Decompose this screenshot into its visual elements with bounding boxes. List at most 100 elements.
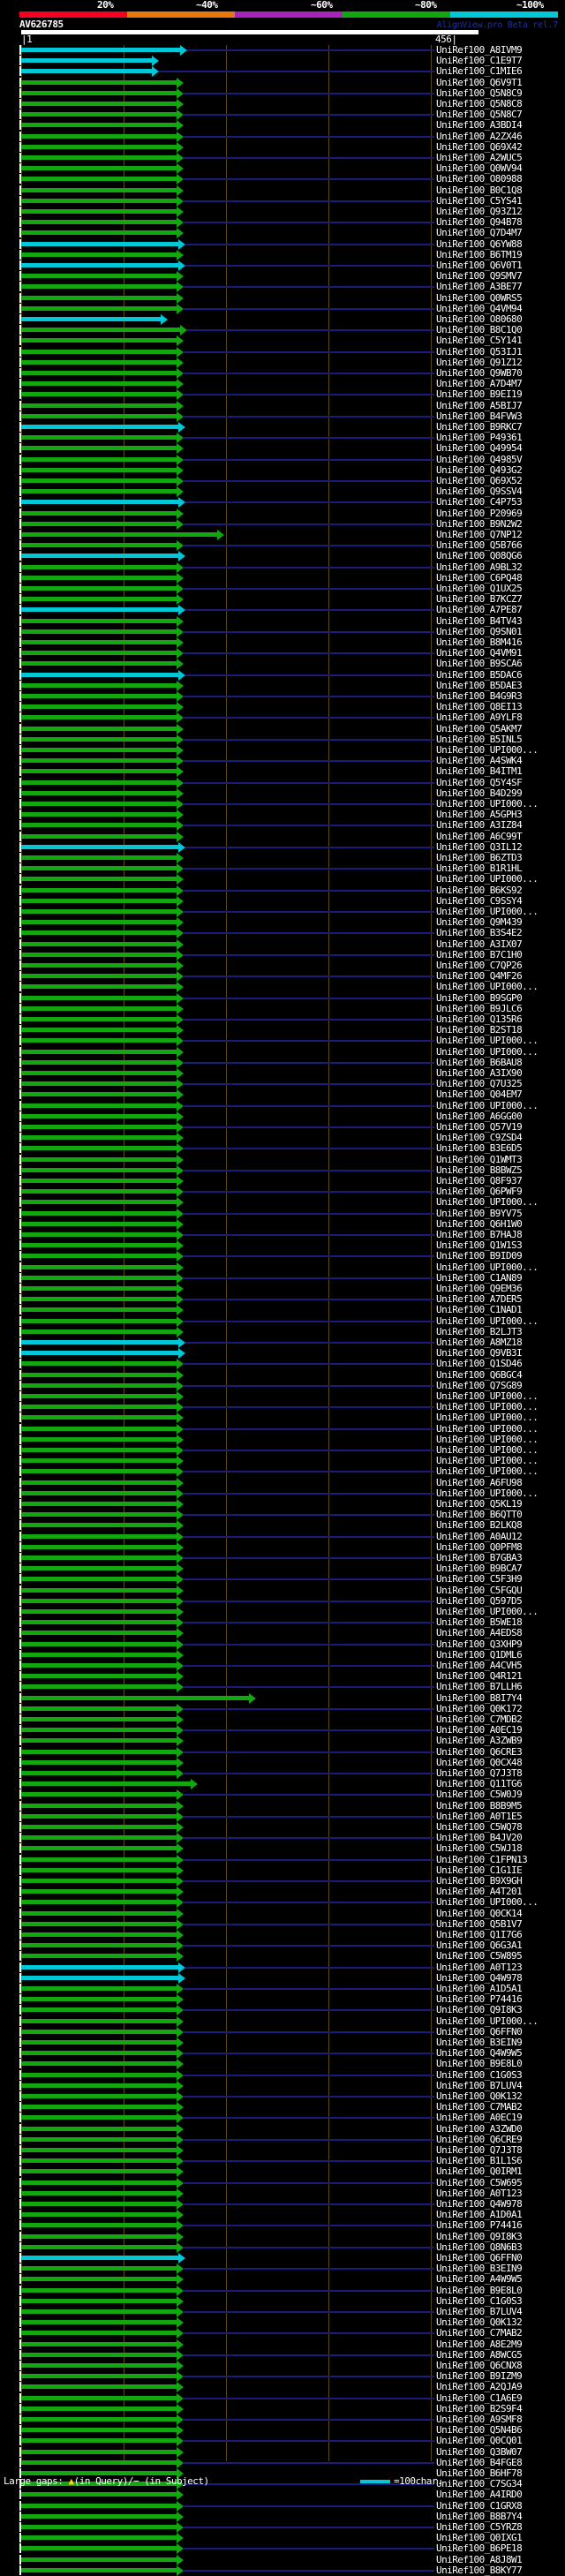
hsp-row[interactable]: UniRef100_Q7J3T8 <box>0 2144 565 2156</box>
hit-label[interactable]: UniRef100_O80988 <box>436 173 523 185</box>
hit-label[interactable]: UniRef100_Q8N6B3 <box>436 2241 523 2253</box>
hsp-row[interactable]: UniRef100_B1R1HL <box>0 862 565 875</box>
hsp-bar[interactable] <box>21 2298 177 2303</box>
hsp-bar[interactable] <box>21 1997 177 2002</box>
hit-label[interactable]: UniRef100_Q5AKM7 <box>436 722 523 734</box>
hit-label[interactable]: UniRef100_A8MZ18 <box>436 1337 523 1348</box>
hsp-row[interactable]: UniRef100_Q11TG6 <box>0 1778 565 1790</box>
hsp-row[interactable]: UniRef100_Q7NP12 <box>0 529 565 540</box>
hsp-row[interactable]: UniRef100_C5W895 <box>0 1950 565 1962</box>
hit-label[interactable]: UniRef100_B5INL5 <box>436 733 523 745</box>
hsp-bar[interactable] <box>21 1307 177 1313</box>
hsp-bar[interactable] <box>21 844 178 849</box>
hit-label[interactable]: UniRef100_Q0WV94 <box>436 162 523 175</box>
hsp-bar[interactable] <box>21 877 177 882</box>
hsp-row[interactable]: UniRef100_B9RKC7 <box>0 421 565 433</box>
hsp-bar[interactable] <box>21 1620 177 1625</box>
hsp-bar[interactable] <box>21 1867 177 1872</box>
hit-label[interactable]: UniRef100_UPI000... <box>436 798 539 810</box>
hsp-row[interactable]: UniRef100_Q91Z12 <box>0 357 565 368</box>
hit-label[interactable]: UniRef100_P74416 <box>436 2219 523 2232</box>
hit-label[interactable]: UniRef100_C5WQ78 <box>436 1821 523 1833</box>
hsp-bar[interactable] <box>21 2471 177 2475</box>
hsp-row[interactable]: UniRef100_UPI000... <box>0 1035 565 1047</box>
hsp-row[interactable]: UniRef100_B8I7Y4 <box>0 1692 565 1704</box>
hsp-row[interactable]: UniRef100_B7C1H0 <box>0 949 565 960</box>
hit-label[interactable]: UniRef100_Q9I8K3 <box>436 2230 523 2242</box>
hsp-row[interactable]: UniRef100_Q1WMT3 <box>0 1154 565 1165</box>
hit-label[interactable]: UniRef100_Q0K132 <box>436 2090 523 2102</box>
hit-label[interactable]: UniRef100_C6PQ48 <box>436 571 523 584</box>
hsp-bar[interactable] <box>21 1275 177 1280</box>
hit-label[interactable]: UniRef100_B4D299 <box>436 787 523 799</box>
hsp-bar[interactable] <box>21 2115 177 2120</box>
hsp-row[interactable]: UniRef100_UPI000... <box>0 744 565 756</box>
hsp-row[interactable]: UniRef100_A0EC19 <box>0 1724 565 1736</box>
hsp-row[interactable]: UniRef100_B9JLC6 <box>0 1003 565 1014</box>
hsp-bar[interactable] <box>21 758 177 764</box>
hit-label[interactable]: UniRef100_Q6CRE9 <box>436 2133 523 2145</box>
hsp-bar[interactable] <box>21 1555 177 1560</box>
hsp-bar[interactable] <box>21 187 177 192</box>
hsp-row[interactable]: UniRef100_A3IZ84 <box>0 819 565 832</box>
hsp-row[interactable]: UniRef100_A8J8W1 <box>0 2554 565 2565</box>
hit-label[interactable]: UniRef100_B5WE18 <box>436 1616 523 1629</box>
hit-label[interactable]: UniRef100_UPI000... <box>436 1455 539 1467</box>
hit-label[interactable]: UniRef100_Q0CQ01 <box>436 2435 523 2447</box>
hsp-row[interactable]: UniRef100_UPI000... <box>0 1196 565 1209</box>
hit-label[interactable]: UniRef100_Q4VM94 <box>436 302 523 314</box>
hit-label[interactable]: UniRef100_C1GRX8 <box>436 2499 523 2512</box>
hsp-bar[interactable] <box>21 123 177 128</box>
hsp-bar[interactable] <box>21 1631 177 1636</box>
hsp-row[interactable]: UniRef100_A8WCG5 <box>0 2349 565 2361</box>
hit-label[interactable]: UniRef100_B9ID09 <box>436 1250 523 1262</box>
hsp-row[interactable]: UniRef100_A4CVH5 <box>0 1660 565 1671</box>
hsp-row[interactable]: UniRef100_A4EDS8 <box>0 1627 565 1639</box>
hsp-bar[interactable] <box>21 1523 177 1528</box>
hit-label[interactable]: UniRef100_C9ZSD4 <box>436 1132 523 1144</box>
hsp-bar[interactable] <box>21 467 177 472</box>
hsp-row[interactable]: UniRef100_A1D0A1 <box>0 2209 565 2221</box>
hsp-bar[interactable] <box>21 1318 177 1323</box>
hsp-bar[interactable] <box>21 1081 177 1087</box>
hsp-row[interactable]: UniRef100_C1MIE6 <box>0 65 565 78</box>
hsp-bar[interactable] <box>21 1717 177 1721</box>
hsp-row[interactable]: UniRef100_Q5N8C8 <box>0 98 565 109</box>
hsp-bar[interactable] <box>21 2374 177 2379</box>
hsp-row[interactable]: UniRef100_Q7J3T8 <box>0 1767 565 1779</box>
hsp-row[interactable]: UniRef100_Q5N8C9 <box>0 87 565 99</box>
hit-label[interactable]: UniRef100_B9N2W2 <box>436 517 523 530</box>
hsp-bar[interactable] <box>21 769 177 774</box>
hit-label[interactable]: UniRef100_B6BAU8 <box>436 1056 523 1068</box>
hsp-row[interactable]: UniRef100_Q94B78 <box>0 216 565 229</box>
hsp-bar[interactable] <box>21 1156 177 1162</box>
hit-label[interactable]: UniRef100_A7DER5 <box>436 1293 523 1306</box>
hsp-row[interactable]: UniRef100_UPI000... <box>0 1434 565 1445</box>
hit-label[interactable]: UniRef100_A3ZWB9 <box>436 1735 523 1747</box>
hit-label[interactable]: UniRef100_A0EC19 <box>436 1724 523 1736</box>
hsp-bar[interactable] <box>21 133 177 139</box>
hit-label[interactable]: UniRef100_A4W9W5 <box>436 2273 523 2286</box>
hsp-row[interactable]: UniRef100_Q597D5 <box>0 1595 565 1607</box>
hsp-bar[interactable] <box>21 2018 177 2023</box>
hsp-bar[interactable] <box>21 1954 177 1959</box>
hit-label[interactable]: UniRef100_Q49954 <box>436 442 523 455</box>
hit-label[interactable]: UniRef100_A7D4M7 <box>436 378 523 390</box>
hsp-bar[interactable] <box>21 2459 177 2465</box>
hsp-row[interactable]: UniRef100_UPI000... <box>0 1046 565 1058</box>
hit-label[interactable]: UniRef100_C4P753 <box>436 496 523 508</box>
hit-label[interactable]: UniRef100_C5F3H9 <box>436 1573 523 1586</box>
hit-label[interactable]: UniRef100_Q4W9W5 <box>436 2047 523 2060</box>
hit-label[interactable]: UniRef100_Q9SSV4 <box>436 486 523 498</box>
hsp-row[interactable]: UniRef100_Q4W9W5 <box>0 2047 565 2060</box>
hit-label[interactable]: UniRef100_Q1UX25 <box>436 583 523 594</box>
hsp-bar[interactable] <box>21 1232 177 1237</box>
hsp-row[interactable]: UniRef100_Q0CK14 <box>0 1908 565 1919</box>
hsp-row[interactable]: UniRef100_C1AN89 <box>0 1272 565 1284</box>
hsp-bar[interactable] <box>21 543 177 548</box>
hsp-bar[interactable] <box>21 1674 177 1679</box>
hsp-row[interactable]: UniRef100_A3IX90 <box>0 1067 565 1079</box>
hsp-row[interactable]: UniRef100_UPI000... <box>0 906 565 917</box>
hit-label[interactable]: UniRef100_C5W695 <box>436 2176 523 2188</box>
hit-label[interactable]: UniRef100_B1L1S6 <box>436 2155 523 2167</box>
